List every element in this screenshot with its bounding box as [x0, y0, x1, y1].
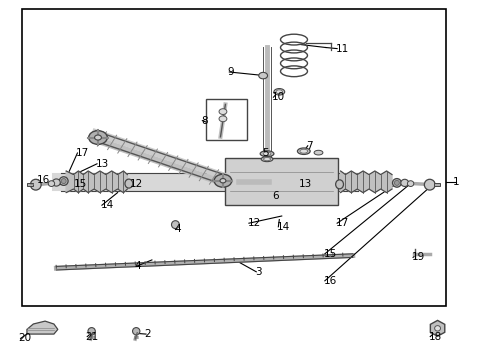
- Text: 3: 3: [255, 267, 262, 277]
- Polygon shape: [27, 321, 58, 334]
- Ellipse shape: [220, 179, 226, 183]
- Ellipse shape: [52, 179, 60, 186]
- Text: 4: 4: [135, 261, 142, 271]
- Ellipse shape: [61, 179, 66, 184]
- Polygon shape: [341, 171, 392, 193]
- Ellipse shape: [125, 179, 133, 188]
- Ellipse shape: [261, 157, 273, 162]
- Text: 15: 15: [74, 179, 87, 189]
- Ellipse shape: [314, 150, 323, 155]
- Text: 6: 6: [272, 191, 279, 201]
- Text: 16: 16: [37, 175, 50, 185]
- Ellipse shape: [219, 109, 227, 114]
- Ellipse shape: [300, 149, 308, 153]
- Text: 18: 18: [429, 332, 442, 342]
- Ellipse shape: [88, 328, 95, 335]
- Ellipse shape: [214, 174, 232, 187]
- Ellipse shape: [59, 177, 68, 185]
- Ellipse shape: [401, 179, 409, 186]
- Text: 17: 17: [76, 148, 89, 158]
- Text: 14: 14: [100, 200, 114, 210]
- Ellipse shape: [89, 131, 107, 144]
- Ellipse shape: [424, 179, 435, 190]
- Ellipse shape: [132, 328, 140, 335]
- Text: 10: 10: [272, 92, 285, 102]
- Text: 4: 4: [174, 224, 181, 234]
- Ellipse shape: [30, 179, 41, 190]
- Bar: [225, 158, 338, 205]
- Text: 15: 15: [323, 249, 337, 259]
- Ellipse shape: [407, 181, 414, 186]
- Polygon shape: [434, 183, 440, 186]
- Ellipse shape: [95, 135, 101, 140]
- Text: 1: 1: [453, 177, 460, 187]
- Bar: [206, 99, 247, 140]
- Text: 16: 16: [323, 276, 337, 286]
- Text: 12: 12: [130, 179, 143, 189]
- Text: 8: 8: [201, 116, 208, 126]
- Ellipse shape: [435, 325, 441, 331]
- Ellipse shape: [219, 116, 227, 122]
- Ellipse shape: [264, 158, 270, 161]
- Ellipse shape: [394, 180, 399, 185]
- Text: 9: 9: [228, 67, 235, 77]
- Ellipse shape: [172, 221, 179, 229]
- Polygon shape: [66, 171, 127, 193]
- Polygon shape: [27, 183, 33, 186]
- Text: 20: 20: [19, 333, 32, 343]
- Text: 14: 14: [277, 222, 290, 232]
- Ellipse shape: [297, 148, 310, 154]
- Text: 13: 13: [96, 159, 109, 169]
- Ellipse shape: [274, 89, 285, 95]
- Ellipse shape: [263, 152, 271, 156]
- Text: 17: 17: [336, 218, 349, 228]
- Text: 2: 2: [145, 329, 151, 339]
- Text: 11: 11: [336, 44, 349, 54]
- Text: 13: 13: [299, 179, 312, 189]
- Text: 7: 7: [306, 141, 313, 151]
- Bar: [22, 9, 446, 306]
- Ellipse shape: [392, 179, 401, 187]
- Text: 21: 21: [86, 332, 99, 342]
- Text: 19: 19: [412, 252, 425, 262]
- Ellipse shape: [260, 151, 274, 157]
- Ellipse shape: [48, 181, 55, 186]
- Text: 5: 5: [262, 148, 269, 158]
- Ellipse shape: [276, 90, 283, 94]
- Polygon shape: [430, 320, 445, 336]
- Ellipse shape: [336, 180, 343, 189]
- Text: 12: 12: [247, 218, 261, 228]
- Ellipse shape: [259, 72, 268, 79]
